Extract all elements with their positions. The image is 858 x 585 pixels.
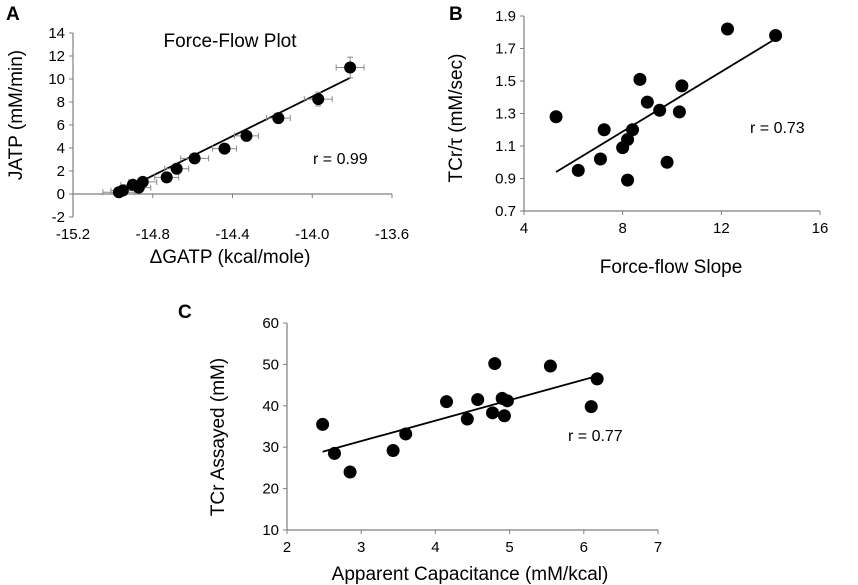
panel-a-data-point: [136, 175, 149, 188]
panel-c-regression-line: [322, 375, 598, 453]
panel-c-data-point: [460, 412, 474, 426]
panel-c-data-point: [486, 406, 500, 420]
panel-c-data-point: [590, 372, 604, 386]
panel-b-x-tick-label: 12: [713, 220, 730, 237]
panel-a-data-point: [272, 112, 285, 125]
panel-c-data-point: [399, 427, 413, 441]
panel-c-data-point: [327, 446, 341, 460]
panel-a-x-tick-label: -14.8: [136, 226, 170, 243]
panel-a-x-tick-label: -14.4: [215, 226, 249, 243]
panel-a-data-point: [344, 61, 357, 74]
panel-c-data-point: [471, 393, 485, 407]
panel-a-error-bar: [335, 56, 365, 79]
panel-b-data-point: [769, 29, 783, 42]
panel-c-x-tick-label: 7: [654, 539, 662, 556]
panel-b: B 4 8 12 16 0.70.91.11.31.51.71.9 r = 0.73 …: [446, 4, 828, 278]
panel-b-data-point: [626, 123, 640, 137]
panel-b-data-point: [633, 72, 647, 86]
panel-c-x-tick-label: 3: [357, 539, 365, 556]
panel-b-data-point: [675, 79, 689, 93]
panel-c-x-tick-label: 6: [580, 539, 588, 556]
panel-b-data-point: [672, 105, 686, 119]
panel-a-r-annotation: r = 0.99: [313, 151, 368, 168]
panel-a-x-tick-label: -15.2: [56, 226, 90, 243]
panel-a-y-tick-label: 2: [57, 163, 65, 180]
panel-b-regression-line: [555, 37, 777, 173]
panel-b-data-point: [621, 133, 635, 146]
panel-b-r-annotation: r = 0.73: [750, 120, 805, 137]
panel-a-x-tick-label: -13.6: [375, 226, 409, 243]
panel-c-y-tick-label: 10: [262, 522, 279, 539]
panel-b-data-point: [593, 152, 607, 166]
panel-c-y-tick-label: 50: [262, 356, 279, 373]
panel-b-letter: B: [449, 4, 463, 25]
panel-b-y-tick-label: 1.7: [495, 41, 516, 58]
panel-b-x-tick-label: 16: [812, 220, 829, 237]
panel-c-data-point: [440, 395, 454, 409]
panel-a-data-point: [116, 184, 129, 197]
panel-c-r-annotation: r = 0.77: [568, 428, 623, 445]
panel-c-y-tick-label: 40: [262, 398, 279, 415]
panel-c-data-point: [584, 400, 598, 414]
panel-b-y-tick-label: 1.3: [495, 106, 516, 123]
panel-b-data-point: [721, 22, 734, 36]
panel-b-data-point: [653, 103, 667, 117]
panel-b-y-tick-label: 1.1: [495, 138, 516, 155]
panel-b-y-tick-label: 1.9: [495, 8, 516, 25]
panel-a-x-tick-label: -14.0: [295, 226, 329, 243]
panel-b-y-tick-label: 0.9: [495, 171, 516, 188]
panel-c-x-tick-label: 5: [505, 539, 513, 556]
panel-c-data-point: [500, 394, 514, 408]
panel-c-x-axis-title: Apparent Capacitance (mM/kcal): [332, 564, 609, 585]
panel-c-data-point: [543, 359, 557, 373]
panel-a-y-tick-label: 4: [57, 140, 65, 157]
panel-a-regression-line: [116, 77, 351, 195]
panel-c-data-point: [386, 444, 400, 458]
panel-c: C 2 3 4 5 6 7 10 20 30 40 50 60 r = 0.77 Apparent …: [178, 302, 662, 585]
panel-a-data-point: [170, 162, 183, 175]
panel-b-x-tick-label: 8: [618, 220, 626, 237]
panel-b-x-axis-title: Force-flow Slope: [600, 257, 743, 278]
panel-b-y-axis-title: TCr/τ (mM/sec): [446, 54, 467, 183]
panel-b-data-point: [621, 173, 635, 187]
panel-c-data-point: [316, 417, 330, 431]
panel-a-letter: A: [6, 4, 20, 25]
panel-a-data-point: [160, 171, 173, 184]
panel-c-y-tick-label: 60: [262, 315, 279, 332]
panel-a-title: Force-Flow Plot: [163, 31, 297, 52]
panel-b-data-point: [571, 163, 585, 177]
panel-a-y-tick-label: 10: [48, 71, 65, 88]
panel-b-x-tick-label: 4: [520, 220, 528, 237]
panel-a-y-tick-label: 6: [57, 117, 65, 134]
panel-a-y-tick-label: 12: [48, 48, 65, 65]
panel-c-data-point: [488, 357, 502, 371]
panel-c-letter: C: [178, 302, 192, 323]
panel-a: A Force-Flow Plot -15.2 -14.8 -14.4 -14.0 -1…: [6, 4, 409, 268]
panel-c-data-point: [343, 465, 357, 479]
panel-a-y-tick-label: 14: [48, 25, 65, 42]
panel-b-data-point: [549, 110, 563, 124]
panel-b-data-point: [640, 95, 654, 109]
panel-b-data-point: [660, 155, 674, 169]
panel-a-data-point: [218, 142, 231, 155]
panel-b-data-point: [597, 123, 611, 137]
panel-c-x-tick-label: 4: [431, 539, 439, 556]
panel-a-data-point: [240, 129, 253, 142]
panel-a-y-tick-label: 0: [57, 186, 65, 203]
panel-c-y-tick-label: 20: [262, 481, 279, 498]
panel-a-y-tick-label: 8: [57, 94, 65, 111]
panel-c-x-tick-label: 2: [283, 539, 291, 556]
panel-a-data-point: [312, 93, 325, 106]
panel-a-x-axis-title: ΔGATP (kcal/mole): [150, 247, 311, 268]
panel-c-data-point: [497, 409, 511, 423]
panel-b-y-tick-label: 1.5: [495, 73, 516, 90]
panel-b-y-tick-label: 0.7: [495, 203, 516, 220]
panel-a-data-point: [188, 152, 201, 165]
panel-c-y-axis-title: TCr Assayed (mM): [208, 358, 229, 516]
panel-a-y-tick-label: -2: [52, 209, 65, 226]
panel-c-y-tick-label: 30: [262, 439, 279, 456]
panel-a-y-axis-title: JATP (mM/min): [6, 50, 27, 180]
